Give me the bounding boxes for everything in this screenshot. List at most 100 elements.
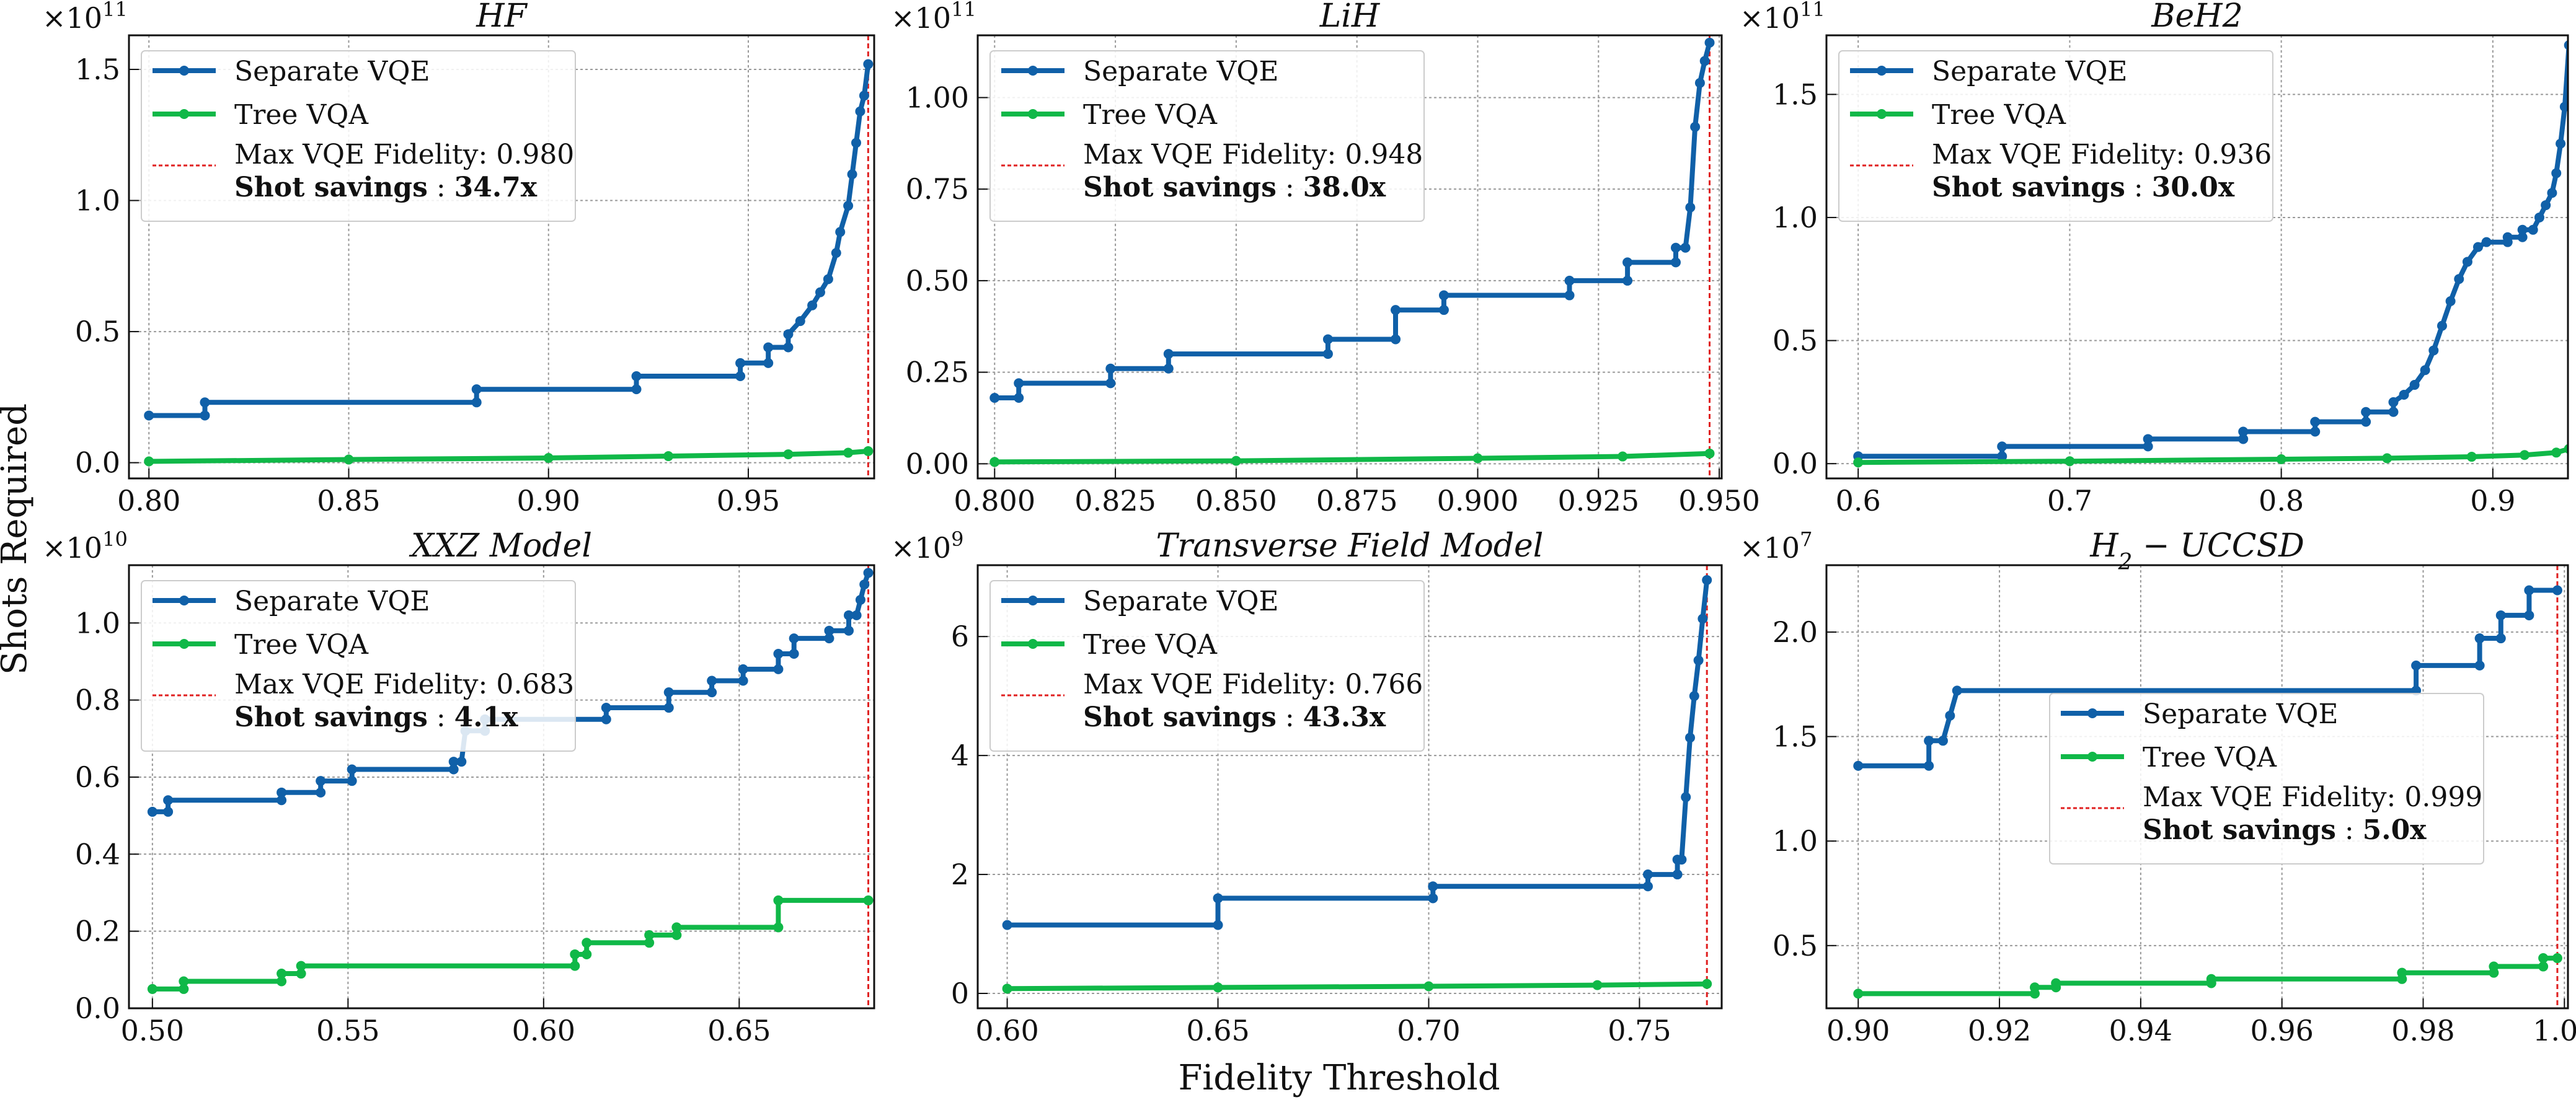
separate-vqe-point <box>663 687 674 698</box>
y-tick-label: 0.75 <box>906 172 969 206</box>
separate-vqe-point <box>1670 257 1681 268</box>
separate-vqe-point <box>735 371 746 381</box>
separate-vqe-point <box>2428 345 2439 356</box>
separate-vqe-point <box>1322 334 1333 345</box>
separate-vqe-point <box>843 201 854 211</box>
y-tick-label: 1.0 <box>1773 824 1818 858</box>
separate-vqe-point <box>2388 397 2399 407</box>
legend-tree-label: Tree VQA <box>234 629 369 661</box>
separate-vqe-point <box>835 227 846 237</box>
separate-vqe-point <box>1163 349 1174 359</box>
panel-2: 0.800 0.825 0.850 0.875 0.900 0.925 0.950 0.00 0… <box>891 0 1760 517</box>
legend-shot-savings: Shot savings : 30.0x <box>1932 172 2235 203</box>
x-tick-label: 0.80 <box>117 484 180 517</box>
panel-1: 0.80 0.85 0.90 0.950.00.51.01.5×1011 HFSepar… <box>42 0 875 517</box>
separate-vqe-point <box>631 371 642 381</box>
x-tick-label: 0.65 <box>1186 1014 1249 1047</box>
separate-vqe-point <box>1564 290 1575 301</box>
legend-tree-marker <box>1877 109 1887 119</box>
separate-vqe-point <box>2556 138 2566 149</box>
tree-vqa-point <box>1704 448 1715 459</box>
legend-box <box>1838 50 2273 222</box>
legend-box <box>141 580 576 752</box>
tree-vqa-point <box>1618 451 1628 462</box>
x-tick-label: 0.900 <box>1437 484 1519 517</box>
separate-vqe-point <box>707 675 717 686</box>
separate-vqe-point <box>471 384 482 395</box>
y-tick-label: 0.25 <box>906 356 969 389</box>
y-tick-label: 0.0 <box>75 446 120 480</box>
y-tick-label: 0.0 <box>1773 447 1818 480</box>
y-tick-label: 1.0 <box>75 184 120 218</box>
separate-vqe-point <box>851 610 862 620</box>
separate-vqe-point <box>707 687 717 698</box>
separate-vqe-point <box>763 358 774 368</box>
separate-vqe-point <box>763 342 774 353</box>
x-tick-label: 0.94 <box>2109 1014 2172 1047</box>
separate-vqe-point <box>1105 363 1116 374</box>
x-tick-label: 0.60 <box>512 1014 575 1047</box>
separate-vqe-point <box>789 633 799 644</box>
separate-vqe-point <box>1681 792 1691 803</box>
tree-vqa-point <box>2538 961 2549 972</box>
separate-vqe-point <box>1997 441 2007 452</box>
x-tick-label: 0.7 <box>2047 484 2092 517</box>
y-tick-label: 1.0 <box>1773 201 1818 234</box>
y-tick-label: 2 <box>951 858 969 891</box>
separate-vqe-line <box>1004 578 1710 928</box>
y-tick-label: 0.8 <box>75 684 120 717</box>
separate-vqe-point <box>859 579 870 590</box>
separate-vqe-point <box>773 649 784 659</box>
legend-separate-marker <box>1877 66 1887 76</box>
y-tick-label: 1.5 <box>1773 720 1818 754</box>
separate-vqe-point <box>1690 121 1701 132</box>
legend-tree-marker <box>2087 752 2097 762</box>
legend-shot-savings: Shot savings : 4.1x <box>234 702 518 733</box>
axes-frame <box>128 564 875 1010</box>
tree-vqa-point <box>663 451 674 462</box>
legend-box <box>989 50 1425 222</box>
tree-vqa-point <box>1702 979 1712 989</box>
legend-separate-marker <box>2087 708 2097 718</box>
x-tick-label: 0.96 <box>2250 1014 2313 1047</box>
legend-max-fidelity: Max VQE Fidelity: 0.683 <box>234 669 574 700</box>
legend-max-fidelity: Max VQE Fidelity: 0.999 <box>2143 781 2482 813</box>
separate-vqe-point <box>2552 585 2562 596</box>
tree-vqa-point <box>843 447 854 458</box>
separate-vqe-point <box>1014 378 1024 389</box>
separate-vqe-point <box>1438 305 1449 315</box>
x-tick-label: 0.875 <box>1316 484 1398 517</box>
legend: Separate VQE Tree VQA Max VQE Fidelity: 0.… <box>141 580 576 752</box>
separate-vqe-point <box>2238 434 2249 444</box>
separate-vqe-point <box>1622 257 1633 268</box>
y-tick-label: 4 <box>951 739 969 772</box>
tree-vqa-point <box>2552 953 2562 964</box>
legend: Separate VQE Tree VQA Max VQE Fidelity: 0.… <box>2049 693 2484 865</box>
tree-vqa-point <box>2520 450 2530 460</box>
legend-shot-savings: Shot savings : 34.7x <box>234 172 538 203</box>
separate-vqe-point <box>471 397 482 408</box>
tree-vqa-point <box>2538 953 2549 964</box>
legend-tree-label: Tree VQA <box>1932 99 2066 131</box>
legend-box <box>989 580 1425 752</box>
legend-separate-label: Separate VQE <box>2143 698 2339 730</box>
tree-vqa-point <box>2276 454 2286 465</box>
tree-vqa-point <box>144 456 154 467</box>
x-tick-label: 1.00 <box>2533 1014 2576 1047</box>
separate-vqe-point <box>448 757 459 767</box>
separate-vqe-point <box>277 795 287 806</box>
tree-vqa-point <box>2382 453 2392 464</box>
separate-vqe-point <box>738 675 748 686</box>
x-tick-label: 0.95 <box>717 484 780 517</box>
separate-vqe-point <box>1622 275 1633 286</box>
tree-vqa-point <box>644 938 655 948</box>
panel-6: 0.900.920.940.960.981.000.51.01.52.0×107… <box>1740 527 2576 1047</box>
separate-vqe-point <box>200 397 210 408</box>
separate-vqe-point <box>200 410 210 421</box>
tree-vqa-point <box>1853 988 1864 999</box>
tree-vqa-point <box>2551 447 2562 458</box>
y-tick-label: 0.6 <box>75 760 120 794</box>
separate-vqe-point <box>863 59 874 69</box>
separate-vqe-point <box>2310 416 2321 427</box>
x-axis-label: Fidelity Threshold <box>1178 1058 1500 1098</box>
